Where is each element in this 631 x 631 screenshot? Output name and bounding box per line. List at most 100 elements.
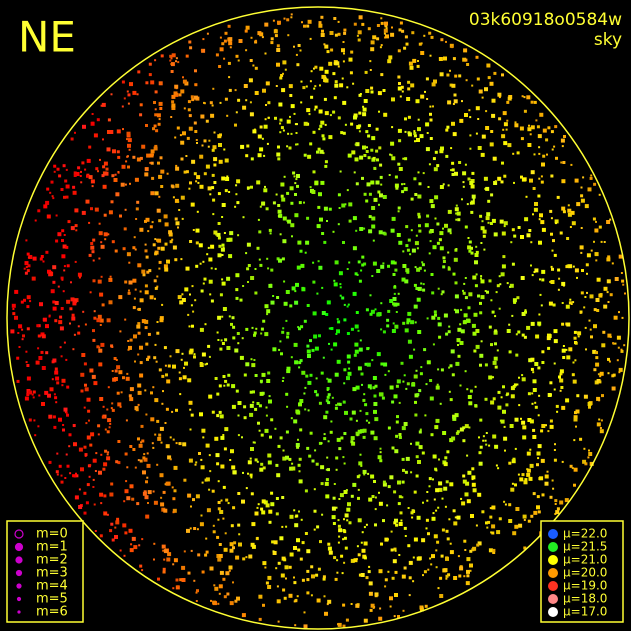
star: [344, 410, 348, 415]
star: [322, 575, 326, 579]
star: [93, 503, 96, 506]
star: [418, 229, 422, 233]
star: [228, 191, 231, 193]
star: [116, 365, 121, 370]
star: [113, 178, 118, 182]
star: [479, 353, 484, 358]
star: [236, 596, 240, 601]
star: [163, 549, 168, 554]
star: [523, 519, 526, 521]
star: [189, 428, 192, 431]
star: [454, 74, 458, 78]
star: [100, 502, 103, 505]
star: [384, 24, 388, 28]
star: [566, 264, 569, 267]
star: [394, 324, 399, 329]
star: [414, 321, 417, 324]
star: [346, 519, 349, 522]
star: [162, 549, 165, 552]
star: [65, 184, 70, 189]
star: [580, 227, 583, 229]
star: [423, 269, 426, 272]
star: [266, 379, 271, 383]
star: [476, 77, 480, 81]
star: [292, 171, 296, 175]
star: [363, 192, 367, 196]
star: [293, 576, 295, 579]
star: [167, 455, 172, 460]
star: [217, 134, 222, 139]
star: [106, 513, 109, 516]
star: [66, 264, 70, 268]
star: [153, 542, 156, 545]
star: [451, 83, 456, 88]
star: [497, 176, 502, 181]
star: [320, 371, 324, 375]
star: [458, 74, 462, 78]
star: [511, 482, 514, 485]
star: [361, 383, 363, 386]
magnitude-label: m=6: [36, 605, 68, 620]
star: [422, 574, 424, 577]
star: [47, 269, 51, 274]
star: [421, 261, 424, 264]
star: [477, 294, 480, 298]
star: [598, 399, 601, 402]
star: [397, 49, 401, 53]
star: [188, 325, 191, 328]
star: [443, 313, 448, 318]
star: [545, 138, 549, 142]
star: [347, 360, 351, 364]
star: [457, 354, 461, 358]
star: [589, 461, 594, 466]
star: [74, 131, 76, 134]
star: [392, 322, 395, 325]
star: [235, 184, 238, 187]
star: [190, 505, 192, 508]
star: [331, 506, 336, 511]
star: [283, 301, 288, 306]
star: [212, 530, 216, 534]
frame-id: 03k60918o0584w: [469, 10, 622, 30]
star: [255, 327, 258, 330]
star: [526, 95, 531, 100]
star: [387, 59, 392, 64]
star: [438, 458, 440, 461]
star: [418, 389, 422, 393]
star: [435, 549, 438, 552]
star: [576, 394, 580, 398]
star: [206, 362, 208, 365]
star: [102, 184, 107, 189]
star: [74, 208, 79, 213]
star: [45, 324, 49, 329]
star: [404, 130, 407, 133]
star: [326, 395, 330, 399]
star: [135, 218, 138, 220]
star: [417, 60, 419, 62]
star: [207, 145, 210, 148]
star: [89, 464, 92, 467]
star: [339, 286, 342, 289]
star: [294, 123, 297, 126]
star: [159, 107, 163, 110]
magnitude-swatch: [16, 596, 22, 602]
star: [507, 143, 512, 148]
star: [416, 247, 419, 250]
star: [553, 458, 557, 462]
star: [202, 436, 205, 439]
star: [164, 364, 167, 367]
star: [129, 387, 134, 392]
star: [218, 543, 222, 546]
star: [139, 373, 144, 378]
star: [86, 174, 89, 178]
star: [466, 454, 469, 457]
star: [223, 595, 227, 599]
star: [106, 453, 109, 456]
star: [131, 536, 136, 541]
star: [277, 215, 280, 217]
star: [94, 530, 97, 532]
star: [339, 170, 342, 173]
star: [383, 112, 388, 117]
star: [536, 451, 541, 456]
star: [297, 548, 301, 552]
